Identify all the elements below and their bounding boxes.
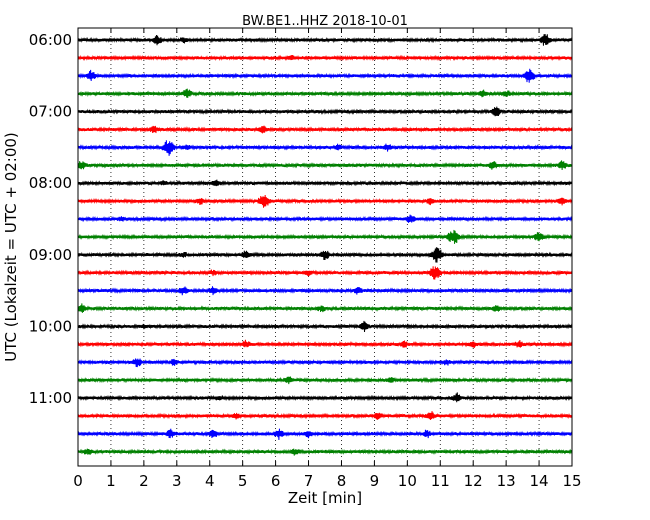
y-tick-label: 11:00 <box>29 389 72 407</box>
x-tick-label: 10 <box>398 472 417 490</box>
y-tick-label: 08:00 <box>29 174 72 192</box>
x-tick-label: 12 <box>464 472 483 490</box>
trace-0900 <box>77 247 573 263</box>
trace-1100 <box>77 392 573 403</box>
trace-1015 <box>77 339 573 349</box>
x-tick-label: 11 <box>431 472 450 490</box>
x-axis-title: Zeit [min] <box>288 489 362 507</box>
x-tick-label: 9 <box>370 472 380 490</box>
trace-0715 <box>77 125 573 134</box>
trace-0615 <box>77 54 573 62</box>
trace-0945 <box>77 303 573 313</box>
trace-0930 <box>77 286 573 296</box>
x-tick-label: 6 <box>271 472 281 490</box>
trace-1115 <box>77 411 573 420</box>
trace-0730 <box>77 140 573 156</box>
y-tick-label: 10:00 <box>29 317 72 335</box>
x-tick-label: 8 <box>337 472 347 490</box>
trace-1130 <box>77 428 573 441</box>
y-tick-label: 09:00 <box>29 246 72 264</box>
trace-0745 <box>77 160 573 171</box>
x-tick-label: 0 <box>73 472 83 490</box>
trace-1045 <box>77 376 573 385</box>
trace-0800 <box>77 179 573 187</box>
trace-0815 <box>77 194 573 208</box>
trace-0700 <box>77 106 573 117</box>
y-tick-label: 07:00 <box>29 103 72 121</box>
x-tick-label: 13 <box>497 472 516 490</box>
traces <box>77 34 573 456</box>
x-tick-label: 7 <box>304 472 314 490</box>
trace-1000 <box>77 320 573 333</box>
trace-1145 <box>77 448 573 456</box>
trace-0645 <box>77 88 573 98</box>
x-tick-label: 1 <box>106 472 116 490</box>
trace-1030 <box>77 358 573 368</box>
trace-0600 <box>77 34 573 46</box>
x-axis-ticks: 0 1 2 3 4 5 6 7 8 9 10 11 12 13 14 15 <box>73 28 582 490</box>
x-tick-label: 4 <box>205 472 215 490</box>
plot-frame <box>77 27 573 467</box>
trace-0915 <box>77 266 573 280</box>
x-tick-label: 5 <box>238 472 248 490</box>
x-tick-label: 14 <box>530 472 549 490</box>
trace-0630 <box>77 68 573 83</box>
x-tick-label: 2 <box>139 472 149 490</box>
y-axis-ticks: 06:00 07:00 08:00 09:00 10:00 11:00 <box>29 31 572 407</box>
x-tick-label: 15 <box>562 472 581 490</box>
trace-0830 <box>77 214 573 223</box>
x-tick-label: 3 <box>172 472 182 490</box>
trace-0845 <box>77 229 573 244</box>
y-tick-label: 06:00 <box>29 31 72 49</box>
chart-title: BW.BE1..HHZ 2018-10-01 <box>242 14 408 29</box>
y-axis-title: UTC (Lokalzeit = UTC + 02:00) <box>2 132 20 362</box>
